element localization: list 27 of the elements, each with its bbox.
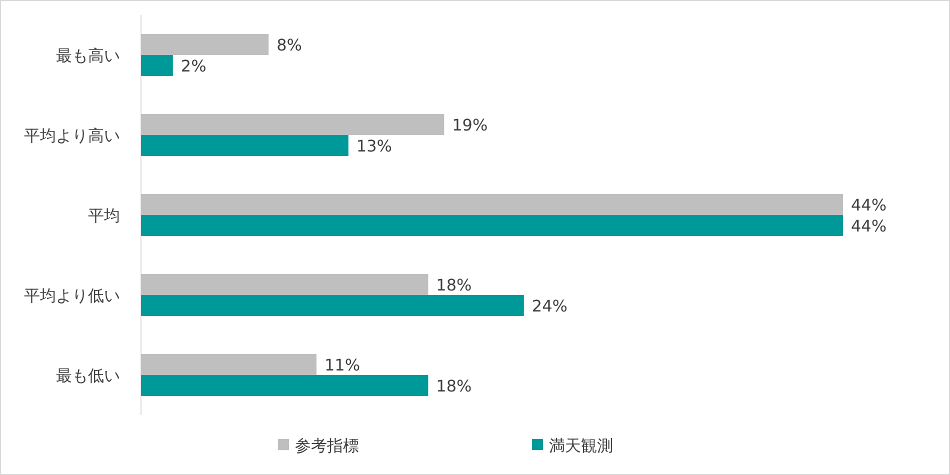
- y-tick-label: 最も高い: [56, 46, 120, 65]
- legend-label: 満天観測: [549, 436, 613, 455]
- bar: [141, 375, 428, 396]
- data-label: 44%: [851, 196, 887, 214]
- data-label: 18%: [436, 376, 472, 396]
- data-label: 2%: [180, 56, 206, 76]
- bar: [141, 34, 269, 55]
- data-label: 19%: [452, 116, 488, 134]
- bar: [141, 354, 316, 375]
- bar: [141, 55, 173, 76]
- data-label: 24%: [532, 296, 568, 316]
- legend-label: 参考指標: [295, 436, 359, 455]
- y-tick-label: 平均より低い: [24, 286, 120, 305]
- data-label: 44%: [851, 216, 887, 236]
- data-label: 11%: [324, 356, 360, 374]
- bar: [141, 135, 348, 156]
- data-label: 18%: [436, 276, 472, 294]
- bar: [141, 274, 428, 295]
- bar: [141, 295, 524, 316]
- data-label: 8%: [276, 36, 302, 54]
- bar: [141, 194, 843, 215]
- data-label: 13%: [356, 136, 392, 156]
- y-tick-label: 平均より高い: [24, 126, 120, 145]
- y-tick-label: 最も低い: [56, 366, 120, 385]
- bar: [141, 215, 843, 236]
- bar: [141, 114, 444, 135]
- y-tick-label: 平均: [88, 206, 120, 225]
